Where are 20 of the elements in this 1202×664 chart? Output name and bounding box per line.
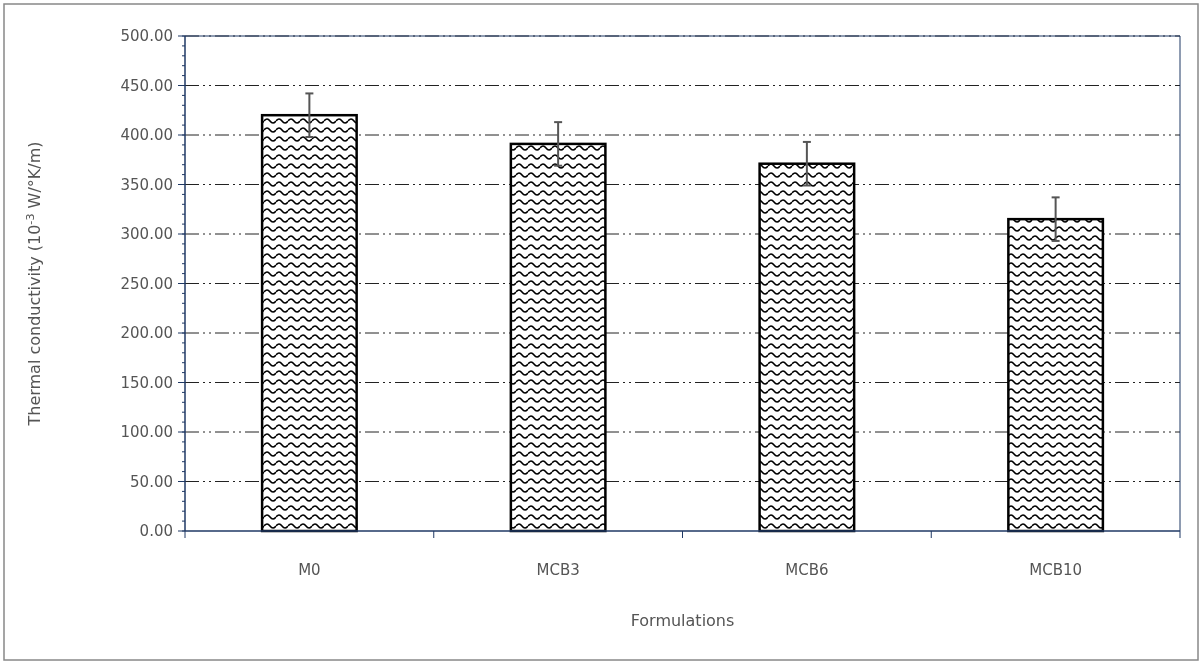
y-tick-label: 400.00 (120, 126, 173, 145)
y-tick-label: 100.00 (120, 423, 173, 442)
x-axis-title: Formulations (630, 611, 735, 630)
y-tick-label: 200.00 (120, 324, 173, 343)
x-tick-label: MCB10 (1029, 561, 1083, 579)
y-tick-label: 150.00 (120, 373, 173, 392)
y-tick-label: 250.00 (120, 274, 173, 293)
x-tick-label: M0 (298, 561, 321, 579)
y-tick-label: 300.00 (120, 225, 173, 244)
y-tick-label: 0.00 (139, 522, 173, 541)
bar (758, 162, 856, 533)
bar (260, 113, 358, 533)
x-tick-label: MCB6 (785, 561, 829, 579)
y-tick-label: 450.00 (120, 76, 173, 95)
y-tick-label: 500.00 (120, 27, 173, 46)
bar (509, 142, 607, 533)
y-tick-label: 50.00 (130, 472, 173, 491)
y-tick-label: 350.00 (120, 175, 173, 194)
x-tick-label: MCB3 (536, 561, 580, 579)
bar (1007, 217, 1105, 533)
